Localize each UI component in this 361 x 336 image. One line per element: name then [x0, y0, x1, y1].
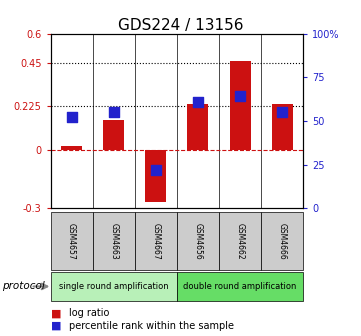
Text: double round amplification: double round amplification	[183, 282, 297, 291]
Point	[153, 167, 159, 173]
Text: GSM4667: GSM4667	[151, 223, 160, 259]
Bar	[145, 150, 166, 203]
Text: ■: ■	[51, 308, 61, 318]
Text: GSM4657: GSM4657	[67, 223, 76, 259]
Point	[279, 110, 285, 115]
Point	[237, 94, 243, 99]
Bar	[271, 104, 293, 150]
Text: protocol: protocol	[2, 282, 44, 291]
Point	[69, 115, 74, 120]
Text: GSM4656: GSM4656	[193, 223, 203, 259]
Text: GSM4662: GSM4662	[236, 223, 244, 259]
Text: single round amplification: single round amplification	[59, 282, 169, 291]
Text: percentile rank within the sample: percentile rank within the sample	[69, 321, 234, 331]
Text: GSM4666: GSM4666	[278, 223, 287, 259]
Point	[111, 110, 117, 115]
Bar	[187, 104, 208, 150]
Text: ■: ■	[51, 321, 61, 331]
Bar	[103, 120, 124, 150]
Text: log ratio: log ratio	[69, 308, 109, 318]
Text: GDS224 / 13156: GDS224 / 13156	[118, 18, 243, 34]
Text: GSM4663: GSM4663	[109, 223, 118, 259]
Point	[195, 99, 201, 104]
Bar	[61, 146, 82, 150]
Bar	[230, 61, 251, 150]
